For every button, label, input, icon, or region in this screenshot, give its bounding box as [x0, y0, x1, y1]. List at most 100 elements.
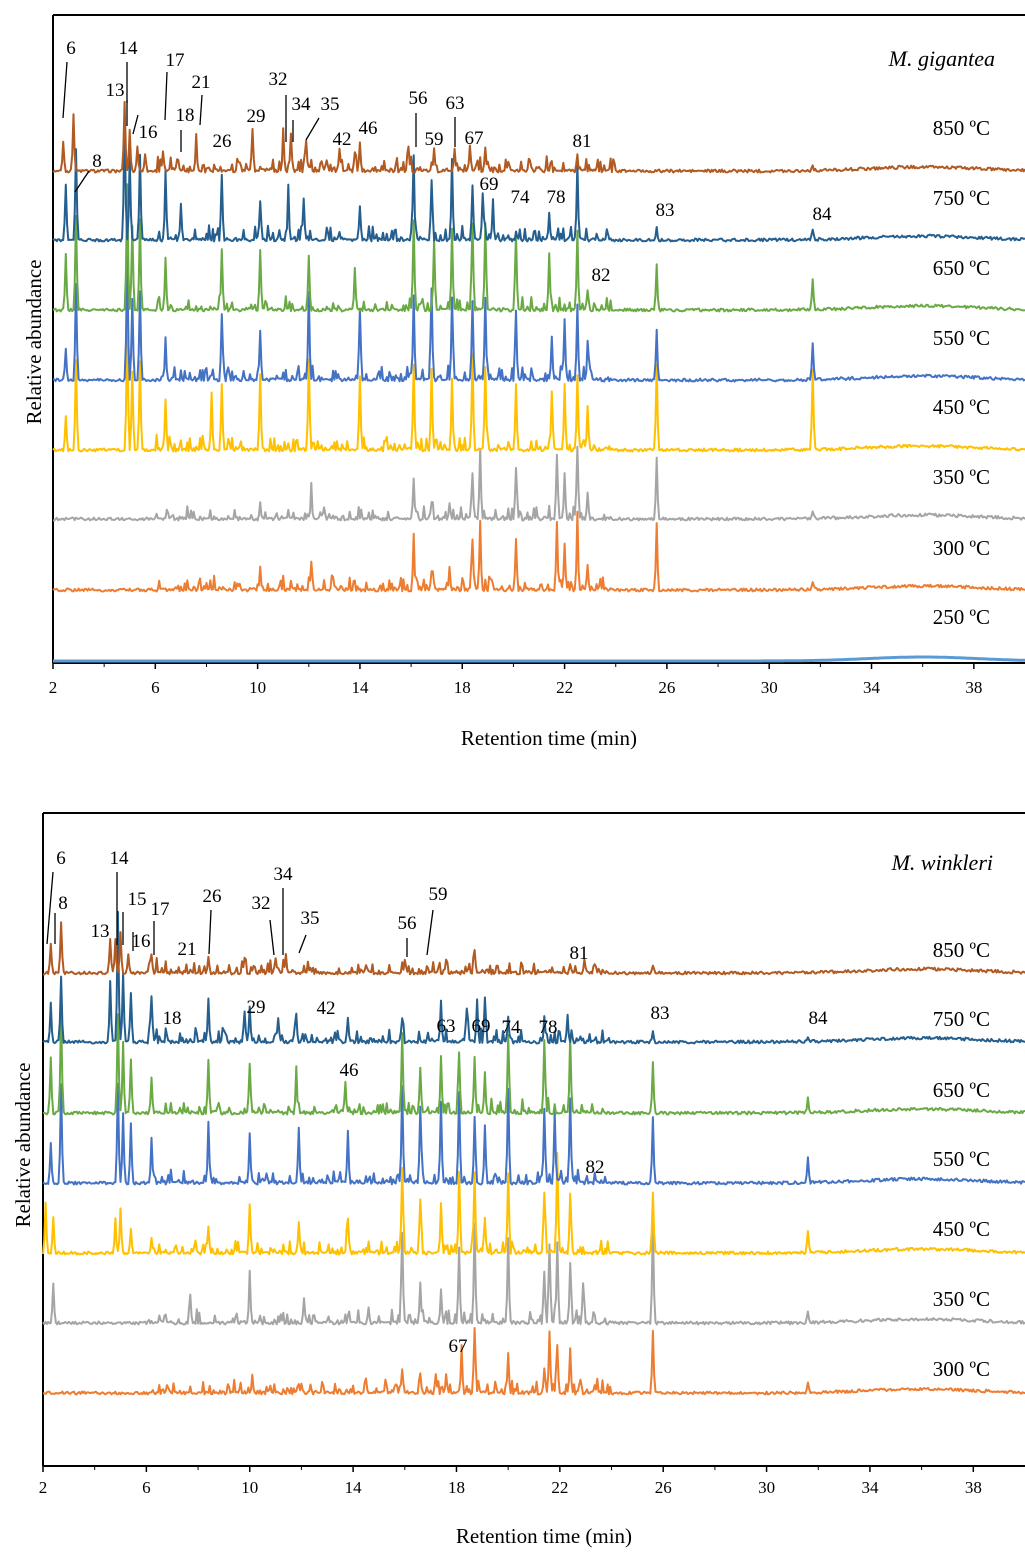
annotation-leader-line [269, 919, 275, 956]
x-tick-label: 14 [351, 678, 369, 697]
peak-annotation: 81 [570, 943, 589, 964]
series-line [52, 112, 1025, 243]
peak-annotation: 35 [301, 908, 320, 929]
x-tick-label: 38 [965, 1478, 982, 1497]
peak-annotation: 59 [425, 129, 444, 150]
series-line [42, 1082, 1025, 1186]
peak-annotation: 59 [429, 884, 448, 905]
peak-annotation: 63 [437, 1016, 456, 1037]
series-label: 550 ºC [933, 326, 990, 350]
chart-title: M. winkleri [891, 850, 993, 875]
series-label: 850 ºC [933, 938, 990, 962]
peak-annotation: 17 [166, 50, 185, 71]
series-label: 300 ºC [933, 1357, 990, 1381]
peak-annotation: 13 [106, 80, 125, 101]
peak-annotation: 84 [813, 204, 833, 225]
series-line [52, 655, 1025, 663]
series-label: 300 ºC [933, 536, 990, 560]
x-tick-label: 6 [142, 1478, 151, 1497]
series-label: 650 ºC [933, 1078, 990, 1102]
peak-annotation: 18 [163, 1008, 182, 1029]
series-label: 250 ºC [933, 605, 990, 629]
peak-annotation: 32 [252, 893, 271, 914]
series-label: 450 ºC [933, 395, 990, 419]
peak-annotation: 56 [398, 913, 417, 934]
series-line [52, 255, 1025, 383]
series-line [42, 910, 1025, 1045]
peak-annotation: 29 [247, 997, 266, 1018]
chart-panel-2: 2 6 10 14 18 22 26 30 34 38 Retention time (min) Re… [11, 812, 1025, 1548]
peak-annotation: 78 [547, 187, 566, 208]
peak-annotation: 18 [176, 105, 195, 126]
x-tick-label: 22 [551, 1478, 568, 1497]
annotation-leader-line [62, 61, 68, 119]
peak-annotation: 16 [139, 122, 158, 143]
peak-annotation: 83 [656, 200, 675, 221]
peak-annotation: 17 [151, 899, 170, 920]
annotation-leader-line [426, 909, 434, 956]
peak-annotation: 82 [592, 265, 611, 286]
series-line [52, 100, 1025, 174]
x-tick-label: 10 [241, 1478, 258, 1497]
peak-annotation: 74 [502, 1017, 522, 1038]
peak-annotation: 26 [213, 131, 232, 152]
series-line [52, 322, 1025, 453]
peak-annotation: 69 [472, 1016, 491, 1037]
peak-annotation: 32 [269, 69, 288, 90]
peak-annotation: 67 [465, 128, 484, 149]
series-label: 750 ºC [933, 1007, 990, 1031]
x-tick-label: 26 [658, 678, 675, 697]
annotation-leader-line [208, 909, 212, 955]
series-label: 350 ºC [933, 465, 990, 489]
series-label: 350 ºC [933, 1287, 990, 1311]
peak-annotation: 42 [333, 129, 352, 150]
peak-annotation: 6 [56, 848, 66, 869]
peak-annotation: 8 [92, 151, 102, 172]
x-tick-label: 22 [556, 678, 573, 697]
peak-annotation: 15 [128, 889, 147, 910]
series-label: 850 ºC [933, 116, 990, 140]
y-axis-label: Relative abundance [22, 259, 46, 424]
peak-annotation: 82 [586, 1157, 605, 1178]
peak-annotation: 74 [511, 187, 531, 208]
series-label: 750 ºC [933, 186, 990, 210]
peak-annotation: 21 [192, 72, 211, 93]
peak-annotation: 29 [247, 106, 266, 127]
x-tick-label: 34 [863, 678, 881, 697]
x-tick-label: 30 [758, 1478, 775, 1497]
peak-annotation: 84 [809, 1008, 829, 1029]
x-tick-label: 2 [49, 678, 58, 697]
x-tick-label: 26 [655, 1478, 672, 1497]
peak-annotation: 83 [651, 1003, 670, 1024]
peak-annotation: 26 [203, 886, 222, 907]
x-tick-label: 38 [965, 678, 982, 697]
x-tick-label: 34 [861, 1478, 879, 1497]
series-line [52, 510, 1025, 593]
peak-annotation: 46 [359, 118, 378, 139]
series-label: 450 ºC [933, 1217, 990, 1241]
peak-annotation: 69 [480, 174, 499, 195]
chart-title: M. gigantea [888, 46, 995, 71]
x-axis-label: Retention time (min) [461, 726, 637, 750]
series-line [42, 1222, 1025, 1326]
annotation-leader-line [132, 114, 139, 135]
x-tick-label: 14 [345, 1478, 363, 1497]
annotation-leader-line [164, 71, 168, 121]
peak-annotation: 67 [449, 1336, 468, 1357]
series-line [42, 1327, 1025, 1396]
x-tick-label: 6 [151, 678, 160, 697]
peak-annotation: 14 [110, 848, 130, 869]
x-tick-label: 30 [761, 678, 778, 697]
peak-annotation: 8 [58, 893, 68, 914]
annotation-leader-line [305, 117, 320, 141]
peak-annotation: 16 [132, 931, 151, 952]
x-axis-label: Retention time (min) [456, 1524, 632, 1548]
series-line [53, 445, 1025, 522]
peak-annotation: 13 [91, 921, 110, 942]
peak-annotation: 35 [321, 94, 340, 115]
y-axis-label: Relative abundance [11, 1062, 35, 1227]
series-line [43, 921, 1025, 976]
annotation-leader-line [298, 934, 307, 954]
